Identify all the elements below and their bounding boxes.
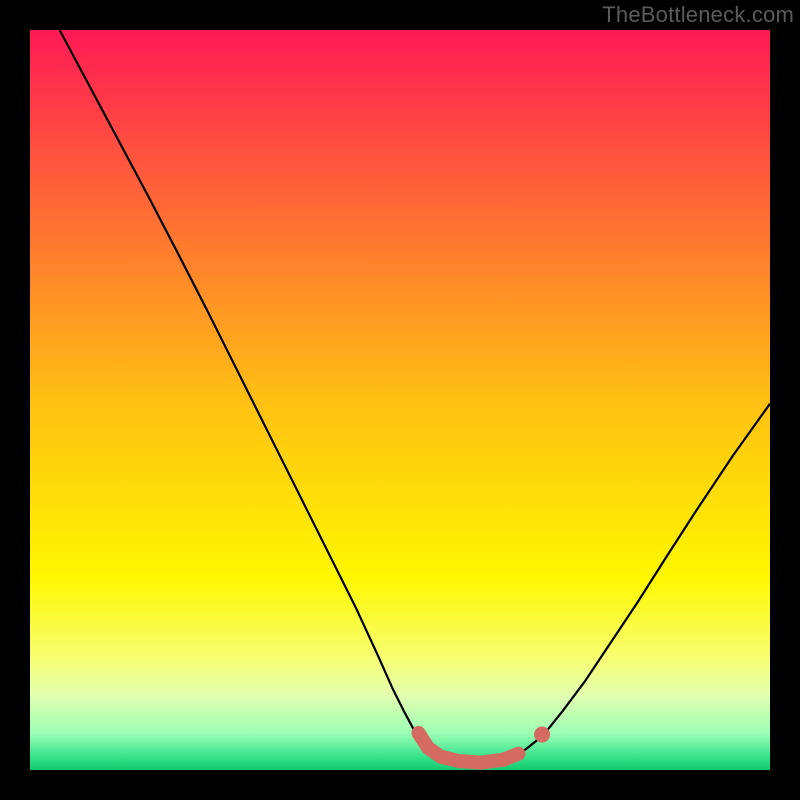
bottleneck-chart-svg xyxy=(0,0,800,800)
chart-frame: TheBottleneck.com xyxy=(0,0,800,800)
watermark-text: TheBottleneck.com xyxy=(602,2,794,28)
plot-area xyxy=(0,0,800,800)
gradient-background xyxy=(30,30,770,770)
